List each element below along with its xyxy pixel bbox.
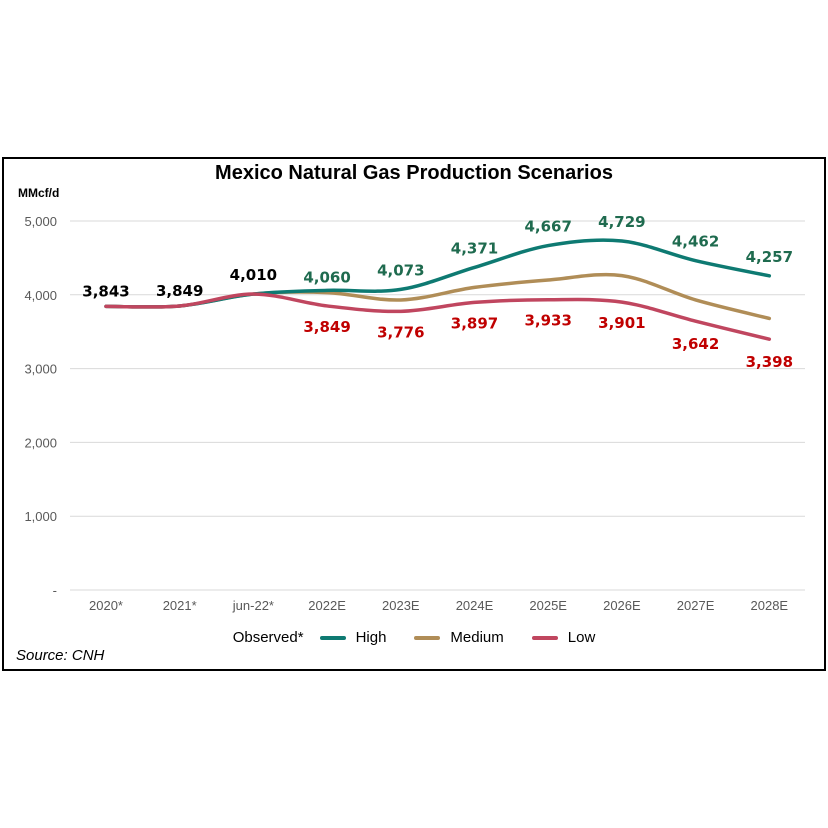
y-tick-label: - <box>53 583 57 598</box>
data-label: 3,849 <box>303 318 350 336</box>
chart-title: Mexico Natural Gas Production Scenarios <box>215 162 613 184</box>
data-label: 4,257 <box>746 248 793 266</box>
legend-high: High <box>355 629 387 646</box>
data-label: 4,729 <box>598 213 645 231</box>
legend-observed: Observed* <box>232 629 304 646</box>
legend-low: Low <box>567 629 596 646</box>
x-tick-label: 2028E <box>751 598 789 613</box>
y-tick-label: 4,000 <box>24 288 57 303</box>
series-line-low <box>104 292 772 341</box>
data-label: 3,642 <box>672 335 719 353</box>
chart-frame <box>2 157 826 671</box>
data-label: 4,371 <box>451 239 498 257</box>
y-tick-label: 3,000 <box>24 362 57 377</box>
legend-medium-swatch <box>414 635 441 640</box>
x-tick-label: 2024E <box>456 598 494 613</box>
x-tick-label: 2023E <box>382 598 420 613</box>
data-label: 3,843 <box>82 282 129 300</box>
x-tick-label: 2026E <box>603 598 641 613</box>
y-tick-label: 1,000 <box>24 509 57 524</box>
data-label: 3,897 <box>451 314 498 332</box>
x-tick-label: 2021* <box>163 598 197 613</box>
y-tick-label: 5,000 <box>24 214 57 229</box>
legend-medium: Medium <box>450 629 504 646</box>
data-label: 4,462 <box>672 233 719 251</box>
x-tick-label: 2025E <box>529 598 567 613</box>
data-label: 3,849 <box>156 282 203 300</box>
source-note: Source: CNH <box>16 647 105 664</box>
legend-high-swatch <box>319 635 346 640</box>
series-line-high <box>104 238 772 309</box>
data-label: 4,010 <box>230 266 277 284</box>
data-label: 4,667 <box>524 218 571 236</box>
y-tick-label: 2,000 <box>24 435 57 450</box>
data-label: 4,073 <box>377 261 424 279</box>
legend-low-swatch <box>531 635 558 640</box>
data-label: 3,933 <box>524 312 571 330</box>
x-tick-label: 2020* <box>89 598 123 613</box>
x-tick-label: 2022E <box>308 598 346 613</box>
x-tick-label: jun-22* <box>232 598 274 613</box>
data-label: 3,776 <box>377 323 424 341</box>
data-label: 3,398 <box>746 353 793 371</box>
y-axis-unit: MMcf/d <box>18 186 60 200</box>
data-label: 4,060 <box>303 268 350 286</box>
legend: Observed* High Medium Low <box>0 629 828 646</box>
data-label: 3,901 <box>598 314 645 332</box>
x-tick-label: 2027E <box>677 598 715 613</box>
